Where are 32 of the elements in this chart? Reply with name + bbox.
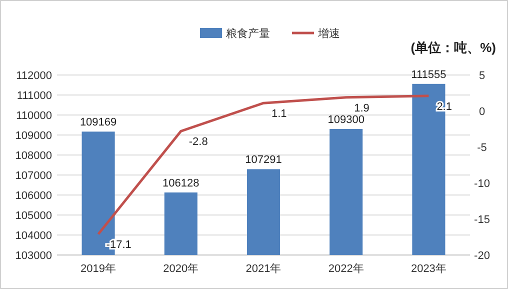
y-tick-label: 104000 <box>15 230 52 242</box>
y2-tick-label: -10 <box>474 178 490 190</box>
x-tick-label: 2019年 <box>80 263 116 275</box>
data-label: 109169 <box>80 116 117 129</box>
x-tick-label: 2021年 <box>246 263 282 275</box>
data-label: 111555 <box>411 68 446 81</box>
data-label: 109300 <box>328 114 364 126</box>
y-tick-label: 108000 <box>15 150 52 162</box>
legend-label: 增速 <box>317 27 340 40</box>
y2-tick-label: 0 <box>478 106 486 118</box>
x-tick-label: 2022年 <box>328 263 364 275</box>
y-tick-label: 105000 <box>15 210 52 222</box>
y2-tick-label: -20 <box>474 250 490 262</box>
y-tick-label: 111000 <box>16 90 52 102</box>
y-tick-label: 109000 <box>15 130 52 142</box>
y-tick-label: 110000 <box>16 110 52 122</box>
x-tick-label: 2023年 <box>410 263 446 275</box>
text: (单位：吨、%) <box>410 40 496 55</box>
data-label: 1.9 <box>354 102 370 114</box>
y2-tick-label: -5 <box>477 142 487 154</box>
y-tick-label: 103000 <box>15 250 52 262</box>
legend-label: 粮食产量 <box>226 27 270 40</box>
data-label: 107291 <box>245 154 282 166</box>
data-label: 106128 <box>162 177 200 190</box>
data-label: 1.1 <box>272 108 287 120</box>
y-tick-label: 107000 <box>15 170 52 182</box>
data-label: -2.8 <box>188 136 208 148</box>
y-tick-label: 112000 <box>16 70 52 82</box>
x-tick-label: 2020年 <box>163 263 199 275</box>
y2-tick-label: -15 <box>474 214 490 226</box>
y2-tick-label: 5 <box>478 70 486 82</box>
y-tick-label: 106000 <box>15 190 52 202</box>
